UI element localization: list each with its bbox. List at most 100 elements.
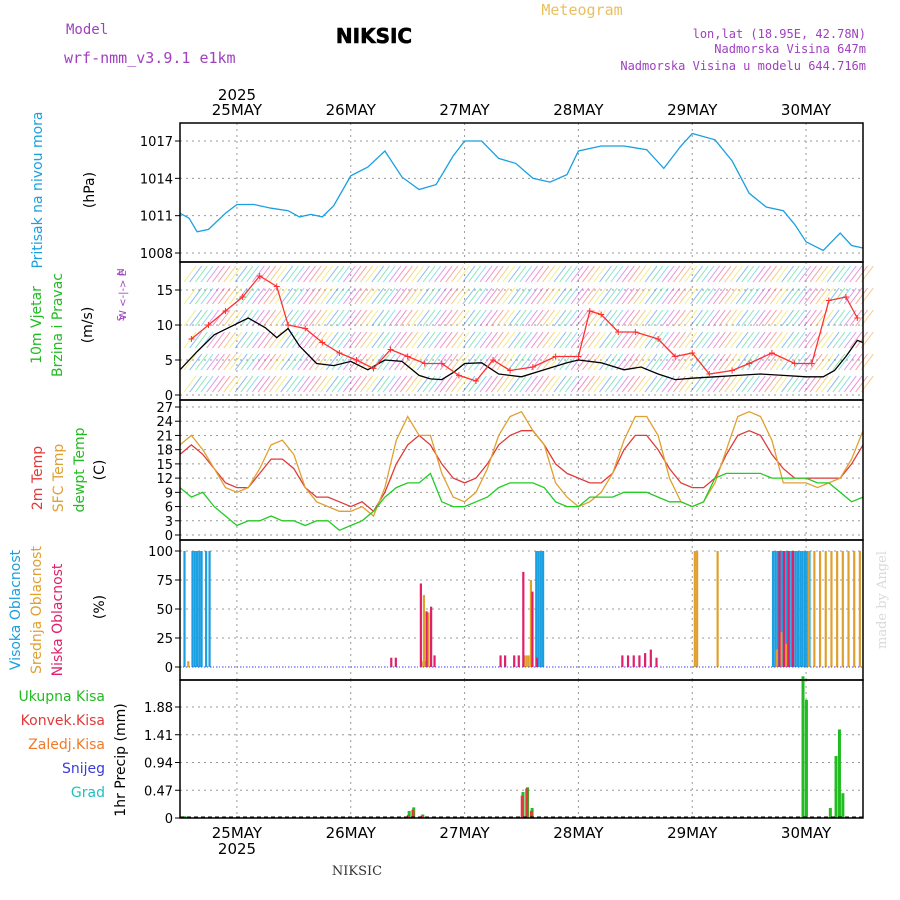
y-tick-label: 6: [165, 501, 173, 516]
bar-srednja-oblacnost: [780, 632, 783, 667]
wind-barb: [194, 375, 208, 393]
wind-barb: [377, 331, 390, 349]
gust-marker: [370, 365, 377, 372]
wind-barb: [536, 331, 550, 349]
wind-barb: [701, 331, 715, 349]
gust-marker: [586, 308, 593, 314]
bar-visoka-oblacnost: [801, 551, 804, 667]
wind-barb: [388, 353, 402, 371]
wind-barb: [331, 287, 345, 305]
wind-barb: [604, 309, 618, 327]
wind-barb: [849, 375, 863, 393]
bar-srednja-oblacnost: [525, 655, 528, 667]
wind-barb: [633, 375, 647, 393]
bar-ukupna-kisa: [834, 756, 838, 818]
wind-barb: [297, 265, 311, 283]
gust-marker: [205, 322, 212, 328]
wind-barb: [604, 265, 618, 283]
wind-barb: [678, 287, 692, 305]
wind-barb: [707, 287, 721, 305]
wind-barb: [764, 353, 777, 371]
wind-barb: [274, 353, 288, 371]
wind-barb: [217, 353, 231, 371]
wind-barb: [582, 375, 595, 393]
wind-barb: [786, 331, 800, 349]
wind-barb: [712, 375, 726, 393]
wind-barb: [616, 287, 629, 305]
wind-barb: [240, 375, 254, 393]
wind-barb: [570, 265, 584, 283]
wind-barb: [405, 331, 419, 349]
wind-barb: [656, 287, 669, 305]
wind-barb: [775, 265, 789, 283]
wind-barb: [826, 265, 840, 283]
wind-barb: [371, 287, 385, 305]
gust-marker: [615, 329, 622, 335]
wind-barb: [445, 375, 459, 393]
wind-barb: [690, 287, 703, 305]
temp-unit: (C): [92, 460, 108, 481]
wind-barb: [718, 265, 732, 283]
wind-barb: [724, 287, 738, 305]
year-label-bottom: 2025: [218, 840, 256, 858]
wind-barb: [451, 375, 464, 393]
wind-barb: [769, 309, 783, 327]
wind-barb: [638, 375, 652, 393]
wind-barb: [724, 265, 738, 283]
wind-barb: [730, 375, 743, 393]
wind-barb: [661, 287, 675, 305]
wind-barb: [371, 265, 385, 283]
bar-konvek-kisa: [420, 815, 424, 818]
wind-barb: [559, 375, 573, 393]
wind-barb: [331, 265, 345, 283]
wind-barb: [758, 375, 772, 393]
wind-barb: [656, 309, 669, 327]
wind-barb: [508, 309, 521, 327]
bar-niska-oblacnost: [649, 649, 652, 667]
wind-barb: [348, 265, 362, 283]
wind-barb: [599, 375, 612, 393]
cloud-panel: 0 25 50 75 100 Visoka Oblacnost Srednja Oblacn…: [8, 539, 864, 681]
wind-barb: [206, 265, 220, 283]
wind-barb: [576, 309, 590, 327]
wind-barb: [377, 353, 390, 371]
wind-barb: [434, 353, 447, 371]
wind-barb: [832, 375, 846, 393]
wind-barb: [650, 353, 664, 371]
wind-barb: [485, 331, 499, 349]
wind-barb: [616, 375, 629, 393]
wind-barb: [843, 375, 857, 393]
bar-srednja-oblacnost: [818, 551, 822, 667]
cloud-axis-title-mid: Srednja Oblacnost: [29, 546, 45, 674]
wind-barb: [576, 265, 590, 283]
wind-barb: [684, 331, 698, 349]
wind-barb: [747, 375, 760, 393]
wind-barb: [610, 287, 624, 305]
wind-barb: [451, 353, 464, 371]
wind-barb: [502, 331, 516, 349]
wind-barb: [462, 265, 476, 283]
wind-barb: [525, 331, 538, 349]
wind-barb: [354, 287, 368, 305]
wind-barb: [240, 353, 254, 371]
wind-barb: [695, 331, 709, 349]
wind-barb: [303, 375, 316, 393]
gust-marker: [791, 360, 798, 367]
gust-marker: [552, 353, 559, 360]
wind-barb: [809, 309, 823, 327]
wind-barb: [604, 331, 618, 349]
gust-marker: [256, 273, 263, 279]
wind-barb: [462, 287, 476, 305]
wind-barb: [194, 309, 208, 327]
wind-barb: [234, 375, 248, 393]
wind-barb: [490, 287, 504, 305]
bar-niska-oblacnost: [638, 655, 641, 667]
top-day-label: 26MAY: [326, 101, 377, 119]
wind-barb: [855, 265, 869, 283]
wind-barb: [194, 353, 208, 371]
bottom-day-label: 29MAY: [667, 824, 718, 842]
series-line-2m-temp: [179, 429, 864, 513]
y-tick-label: 0: [165, 389, 173, 404]
wind-barb: [416, 353, 430, 371]
wind-barb: [542, 331, 555, 349]
